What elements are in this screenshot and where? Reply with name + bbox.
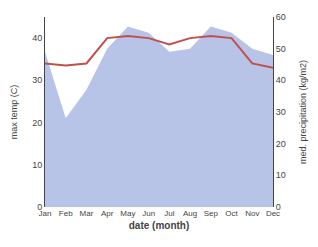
svg-text:50: 50 (276, 44, 286, 54)
svg-text:30: 30 (276, 107, 286, 117)
svg-text:20: 20 (32, 118, 42, 128)
svg-text:Nov: Nov (245, 209, 259, 218)
svg-text:max temp (C): max temp (C) (9, 85, 19, 140)
svg-text:Mar: Mar (80, 209, 94, 218)
svg-text:Aug: Aug (183, 209, 197, 218)
svg-text:date (month): date (month) (129, 220, 190, 231)
svg-text:Sep: Sep (204, 209, 219, 218)
svg-text:Apr: Apr (101, 209, 114, 218)
svg-text:May: May (120, 209, 135, 218)
svg-text:40: 40 (276, 75, 286, 85)
svg-text:10: 10 (32, 160, 42, 170)
svg-text:40: 40 (32, 33, 42, 43)
svg-text:10: 10 (276, 170, 286, 180)
svg-text:med. precipitation (kg/m2): med. precipitation (kg/m2) (298, 60, 308, 164)
svg-text:30: 30 (32, 75, 42, 85)
svg-text:0: 0 (37, 202, 42, 212)
svg-text:Jun: Jun (142, 209, 155, 218)
svg-text:Oct: Oct (225, 209, 238, 218)
svg-text:Jul: Jul (164, 209, 174, 218)
svg-text:0: 0 (276, 202, 281, 212)
svg-text:60: 60 (276, 12, 286, 22)
svg-text:Dec: Dec (266, 209, 280, 218)
svg-text:20: 20 (276, 139, 286, 149)
svg-text:Feb: Feb (59, 209, 73, 218)
svg-text:Jan: Jan (39, 209, 52, 218)
